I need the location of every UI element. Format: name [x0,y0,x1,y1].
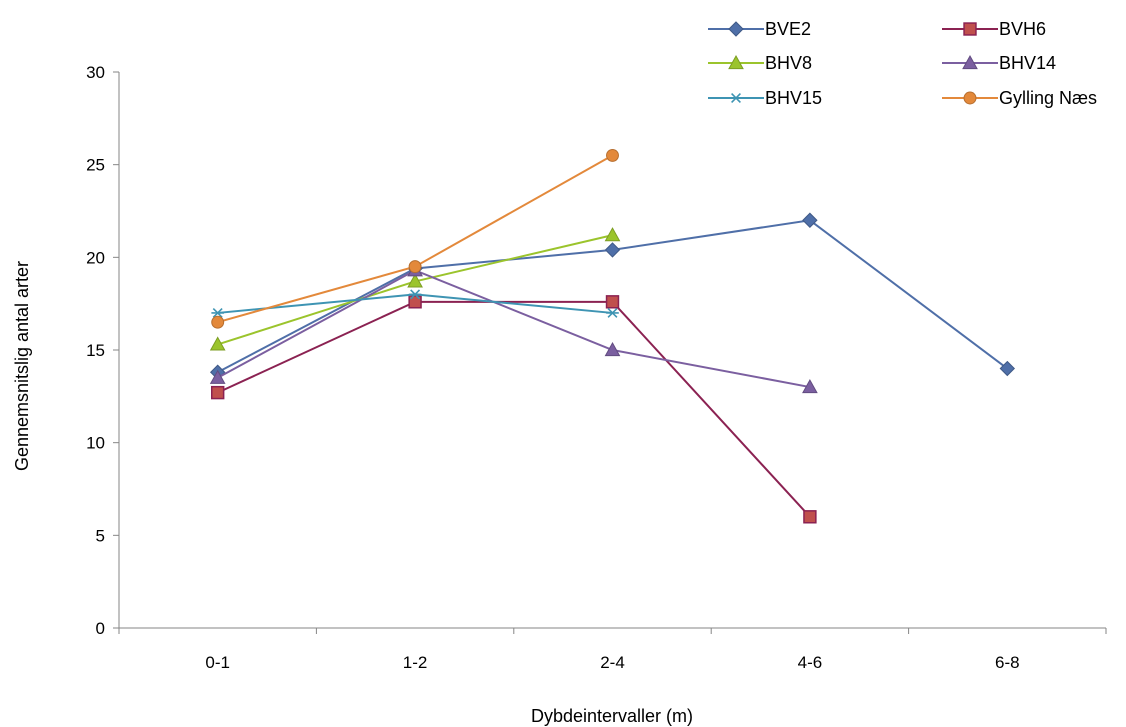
square-marker [963,22,977,36]
data-point [211,315,225,329]
circle-marker [963,91,977,105]
legend-item-bhv15: BHV15 [708,88,822,108]
data-point [209,369,226,384]
legend-label: BHV14 [999,53,1056,73]
data-point [606,307,619,318]
diamond-marker [728,21,744,37]
circle-marker [408,260,422,274]
data-point [604,227,621,242]
data-point [604,242,621,258]
legend-item-bhv14: BHV14 [942,53,1056,73]
data-point [209,336,226,351]
series-bhv8 [209,227,621,351]
y-tick-label: 5 [96,526,105,545]
triangle-marker [209,336,226,351]
legend-label: BVE2 [765,19,811,39]
series-line-bvh6 [217,300,811,518]
triangle-marker [802,379,818,394]
data-point [802,379,818,394]
x-tick-label: 1-2 [403,653,428,672]
legend-label: BHV15 [765,88,822,108]
series-layer [209,148,1016,524]
data-point [211,307,224,318]
data-point [408,260,422,274]
square-marker [803,510,817,524]
y-tick-label: 30 [86,63,105,82]
axes: 0 5 10 15 20 25 30 0-1 1-2 2-4 4-6 6-8 [86,63,1107,672]
triangle-marker [728,54,744,70]
square-marker [408,295,422,309]
triangle-marker [604,227,621,242]
y-tick-label: 25 [86,156,105,175]
star-stroke [731,93,741,103]
series-line-bhv8 [217,234,613,346]
data-point [803,510,817,524]
triangle-marker [962,54,978,70]
data-point [211,385,225,400]
legend-item-bve2: BVE2 [708,19,811,39]
legend: BVE2 BVH6 BHV8 BHV14 BHV15 Gylling Næs [708,19,1097,108]
legend-item-bvh6: BVH6 [942,19,1046,39]
star-stroke [607,307,618,318]
square-marker [605,295,620,309]
legend-label: BVH6 [999,19,1046,39]
data-point [999,360,1016,377]
data-point [605,295,620,309]
x-tick-label: 4-6 [798,653,823,672]
star-stroke [212,307,223,318]
diamond-marker [999,360,1016,377]
triangle-marker [604,341,621,357]
diamond-marker [802,212,818,228]
legend-item-bhv8: BHV8 [708,53,812,73]
series-bvh6 [211,295,817,524]
star-stroke [410,289,421,300]
y-tick-label: 20 [86,248,105,267]
data-point [802,212,818,228]
y-tick-label: 15 [86,341,105,360]
legend-marker [963,22,977,36]
circle-marker [211,315,225,329]
data-point [408,289,422,300]
series-bhv15 [211,289,619,318]
legend-marker [729,93,743,103]
data-point [407,273,423,288]
series-gylling-n-s [211,148,619,329]
legend-item-gylling-n-s: Gylling Næs [942,88,1097,108]
legend-marker [962,54,978,70]
y-tick-label: 10 [86,434,105,453]
x-tick-label: 2-4 [600,653,625,672]
data-point [604,341,621,357]
legend-label: BHV8 [765,53,812,73]
x-axis-title: Dybdeintervaller (m) [531,706,693,726]
x-tick-label: 6-8 [995,653,1020,672]
triangle-marker [209,369,226,384]
data-point [606,148,619,162]
circle-marker [606,148,619,162]
legend-marker [963,91,977,105]
square-marker [211,385,225,400]
triangle-marker [407,273,423,288]
y-tick-label: 0 [96,619,105,638]
series-line-bhv14 [217,269,811,389]
legend-label: Gylling Næs [999,88,1097,108]
y-axis-title: Gennemsnitslig antal arter [12,261,32,471]
diamond-marker [604,242,621,258]
legend-marker [728,21,744,37]
data-point [408,295,422,309]
legend-marker [728,54,744,70]
x-tick-label: 0-1 [205,653,230,672]
